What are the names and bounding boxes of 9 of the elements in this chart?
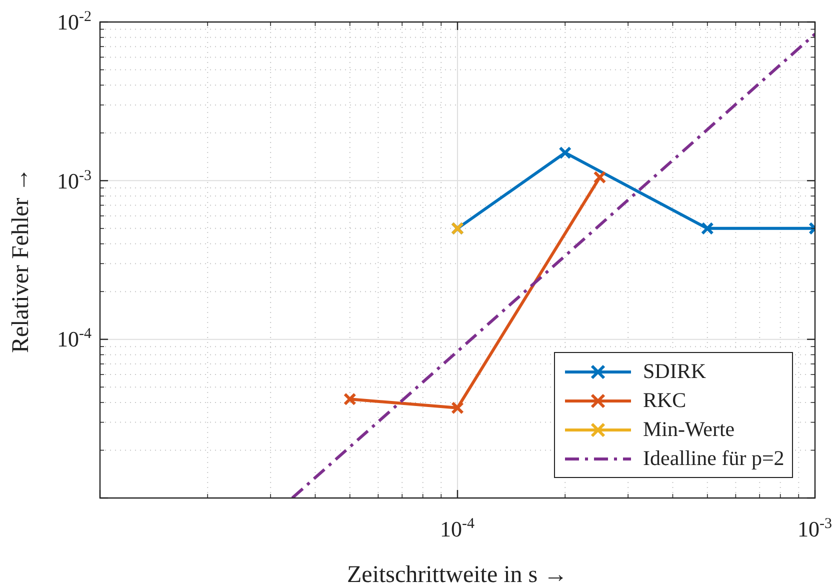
y-tick-label: 10$^{-3}$	[57, 168, 92, 194]
y-tick-label: 10$^{-4}$	[57, 326, 92, 353]
legend-label: Min-Werte	[643, 417, 735, 442]
x-axis-title: Zeitschrittweite in s →	[347, 562, 568, 587]
y-tick-label: 10$^{-2}$	[57, 9, 92, 36]
legend-label: SDIRK	[643, 359, 706, 384]
legend-label: Idealline für p=2	[643, 446, 784, 471]
y-axis-title: Relativer Fehler →	[8, 167, 35, 352]
legend-label: RKC	[643, 388, 686, 413]
